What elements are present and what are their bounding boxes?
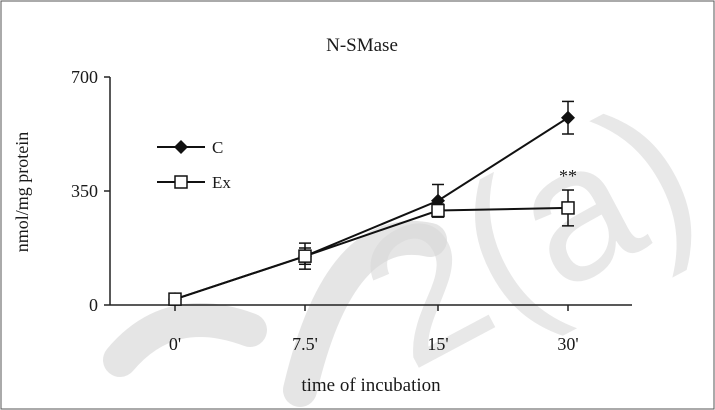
legend-item-c: C <box>157 138 223 157</box>
x-tick-label: 0' <box>169 334 181 354</box>
legend-square-marker <box>174 175 188 189</box>
y-axis-label: nmol/mg protein <box>12 132 32 253</box>
x-ticks: 0' 7.5' 15' 30' <box>169 305 579 354</box>
legend-diamond-marker <box>174 140 188 154</box>
data-point-square <box>298 249 312 263</box>
series-line-ex <box>174 206 569 301</box>
legend: C Ex <box>157 138 231 192</box>
y-tick-label: 0 <box>89 295 98 315</box>
chart-title: N-SMase <box>326 35 398 56</box>
data-point-square <box>431 203 445 218</box>
y-tick-label: 700 <box>71 67 98 87</box>
x-tick-label: 7.5' <box>292 334 318 354</box>
data-point-square <box>168 292 182 306</box>
significance-annotation: ** <box>559 166 577 186</box>
data-point-square <box>561 201 575 215</box>
svg-text:2(a): 2(a) <box>330 63 715 409</box>
series-ex <box>168 189 575 306</box>
y-tick-label: 350 <box>71 181 98 201</box>
series-layer: ** <box>168 100 577 307</box>
x-tick-label: 30' <box>557 334 578 354</box>
y-ticks: 0 350 700 <box>71 67 110 315</box>
x-axis-label: time of incubation <box>301 375 441 396</box>
x-tick-label: 15' <box>427 334 448 354</box>
watermark: 2(a) <box>103 63 715 409</box>
legend-label-c: C <box>212 138 223 157</box>
data-point-diamond <box>561 110 575 125</box>
legend-label-ex: Ex <box>212 173 231 192</box>
legend-item-ex: Ex <box>157 173 231 192</box>
